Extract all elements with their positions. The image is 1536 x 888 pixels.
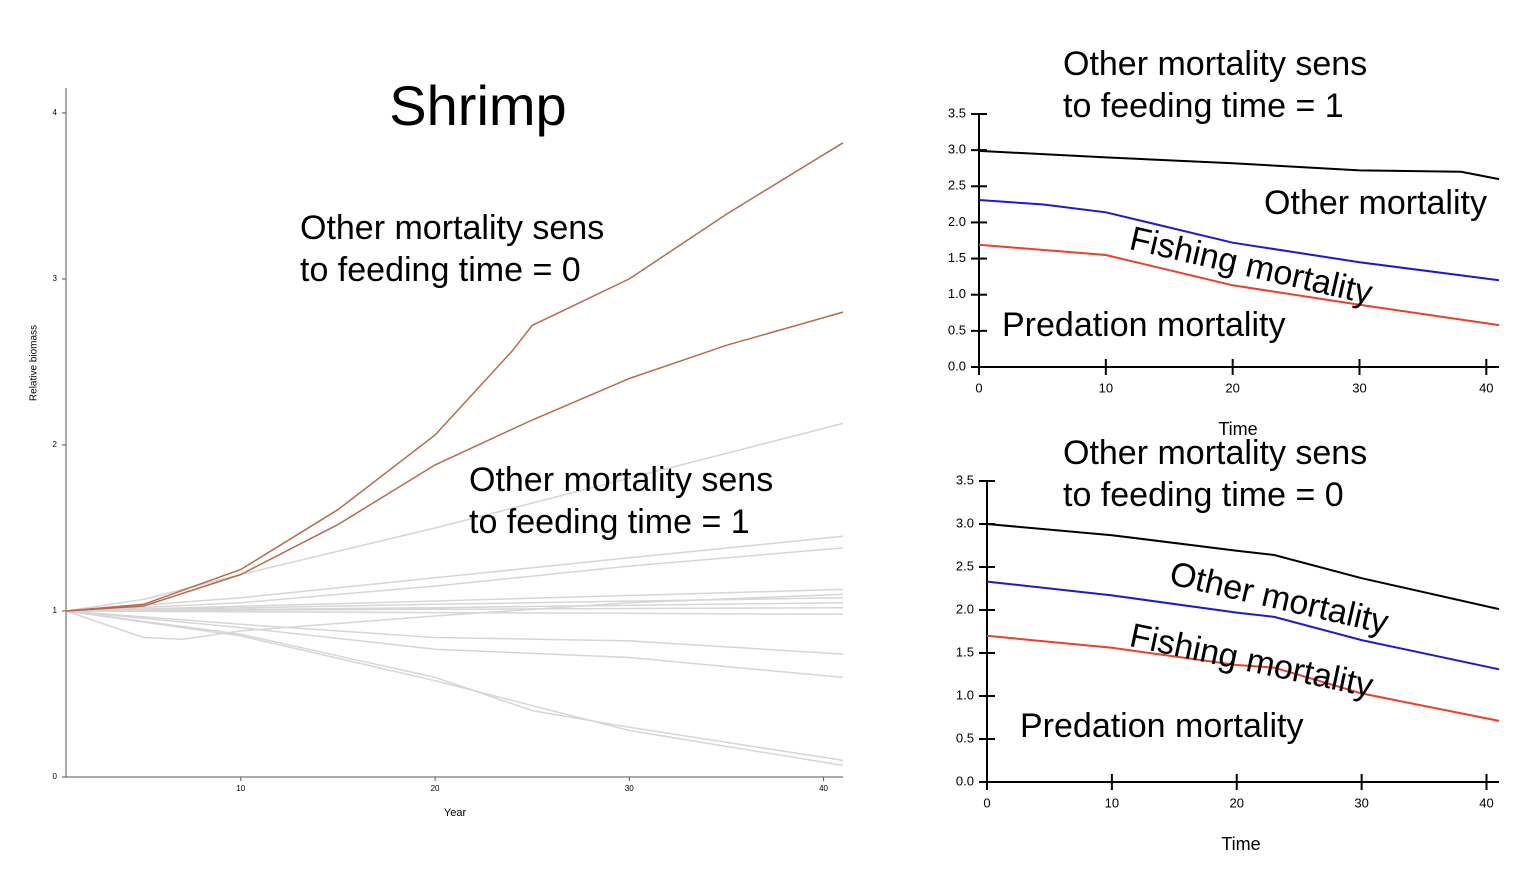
y-tick-label: 2.5 <box>948 178 966 193</box>
x-tick-label: 20 <box>1230 795 1244 810</box>
y-tick-label: 2.0 <box>956 601 974 616</box>
x-tick-label: 10 <box>1099 380 1113 395</box>
chart-title: Shrimp <box>389 74 566 137</box>
y-tick-label: 1 <box>53 606 58 615</box>
x-tick-label: 30 <box>1354 795 1368 810</box>
y-tick-label: 0.5 <box>948 322 966 337</box>
annotation: Other mortality sens <box>300 209 604 247</box>
y-tick-label: 3.5 <box>948 105 966 120</box>
series-line <box>65 535 844 612</box>
y-tick-label: 1.0 <box>956 687 974 702</box>
chart-title: Other mortality sens <box>1063 434 1367 472</box>
x-axis-label: Year <box>444 807 467 819</box>
x-tick-label: 40 <box>1479 795 1493 810</box>
x-tick-label: 0 <box>975 380 982 395</box>
y-tick-label: 1.0 <box>948 286 966 301</box>
series-label: Fishing mortality <box>1126 220 1376 313</box>
annotation: to feeding time = 1 <box>469 503 750 541</box>
series-label: Other mortality <box>1166 555 1392 642</box>
y-tick-label: 2.5 <box>956 558 974 573</box>
x-tick-label: 10 <box>236 784 245 793</box>
x-axis-label: Time <box>1221 834 1260 854</box>
series-line <box>65 311 844 612</box>
x-tick-label: 10 <box>1105 795 1119 810</box>
series-line <box>65 610 844 616</box>
series-label: Other mortality <box>1264 184 1487 222</box>
y-tick-label: 0 <box>53 772 58 781</box>
x-tick-label: 30 <box>625 784 634 793</box>
x-tick-label: 0 <box>983 795 990 810</box>
chart-title: to feeding time = 1 <box>1063 87 1344 125</box>
chart-title: Other mortality sens <box>1063 45 1367 83</box>
series-line <box>65 588 844 612</box>
series-line <box>65 601 844 612</box>
series-line <box>65 610 844 679</box>
chart-title: to feeding time = 0 <box>1063 476 1344 514</box>
series-label: Predation mortality <box>1002 306 1285 344</box>
series-line <box>978 149 1500 181</box>
y-tick-label: 3.5 <box>956 472 974 487</box>
series-line <box>65 142 844 612</box>
y-tick-label: 2 <box>53 440 58 449</box>
x-tick-label: 40 <box>819 784 828 793</box>
y-tick-label: 1.5 <box>956 644 974 659</box>
series-line <box>986 523 1500 611</box>
y-tick-label: 3 <box>53 274 58 283</box>
x-tick-label: 30 <box>1352 380 1366 395</box>
x-tick-label: 40 <box>1479 380 1493 395</box>
series-line <box>65 610 844 767</box>
x-tick-label: 20 <box>1225 380 1239 395</box>
y-tick-label: 0.0 <box>948 358 966 373</box>
series-line <box>65 610 844 655</box>
annotation: to feeding time = 0 <box>300 251 581 289</box>
y-tick-label: 2.0 <box>948 214 966 229</box>
y-tick-label: 0.5 <box>956 730 974 745</box>
x-tick-label: 20 <box>431 784 440 793</box>
y-tick-label: 0.0 <box>956 773 974 788</box>
y-tick-label: 3.0 <box>948 142 966 157</box>
series-line <box>986 634 1500 722</box>
series-line <box>978 199 1500 282</box>
series-line <box>978 243 1500 327</box>
series-label: Predation mortality <box>1020 707 1303 745</box>
series-line <box>65 610 844 762</box>
series-line <box>65 596 844 612</box>
y-tick-label: 4 <box>53 108 58 117</box>
y-axis-label: Relative biomass <box>29 325 40 401</box>
series-line <box>65 422 844 612</box>
series-line <box>65 593 844 640</box>
y-tick-label: 1.5 <box>948 250 966 265</box>
y-tick-label: 3.0 <box>956 515 974 530</box>
series-line <box>986 580 1500 671</box>
annotation: Other mortality sens <box>469 461 773 499</box>
x-axis-label: Time <box>1218 419 1257 439</box>
series-line <box>65 547 844 612</box>
